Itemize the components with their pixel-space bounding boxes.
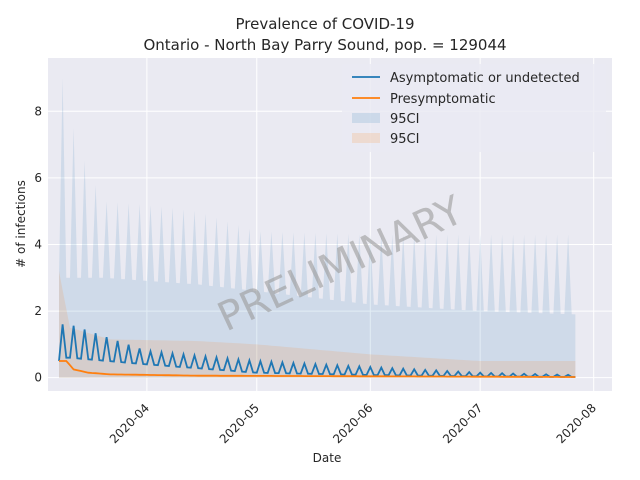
x-axis-label: Date — [313, 451, 342, 465]
chart-subtitle: Ontario - North Bay Parry Sound, pop. = … — [143, 36, 506, 54]
legend-patch-ci-orange — [352, 133, 380, 143]
series-lines — [58, 324, 576, 378]
x-tick-label-4: 2020-08 — [554, 401, 599, 446]
x-axis-ticks: 2020-04 2020-05 2020-06 2020-07 2020-08 — [107, 401, 599, 446]
legend-label-asymptomatic: Asymptomatic or undetected — [390, 71, 580, 86]
x-tick-label-0: 2020-04 — [107, 401, 152, 446]
legend-label-ci-orange: 95CI — [390, 132, 419, 147]
series-line-presymptomatic — [59, 360, 576, 378]
ci-band-asymptomatic — [59, 78, 576, 378]
series-line-asymptomatic — [58, 324, 576, 378]
confidence-bands — [59, 78, 576, 378]
y-tick-label-0: 0 — [34, 371, 42, 385]
y-axis-label: # of infections — [14, 180, 28, 268]
x-tick-label-2: 2020-06 — [330, 401, 375, 446]
legend-patch-ci-blue — [352, 113, 380, 123]
legend-label-presymptomatic: Presymptomatic — [390, 92, 496, 107]
y-axis-ticks: 0 2 4 6 8 — [34, 104, 42, 384]
chart-title: Prevalence of COVID-19 — [235, 15, 414, 33]
y-tick-label-3: 6 — [34, 171, 42, 185]
legend-frame — [342, 64, 606, 152]
legend-label-ci-blue: 95CI — [390, 112, 419, 127]
x-tick-label-1: 2020-05 — [217, 401, 262, 446]
x-tick-label-3: 2020-07 — [440, 401, 485, 446]
y-tick-label-4: 8 — [34, 104, 42, 118]
y-tick-label-1: 2 — [34, 304, 42, 318]
ci-band-presymptomatic — [59, 271, 576, 378]
y-tick-label-2: 4 — [34, 237, 42, 251]
legend: Asymptomatic or undetected Presymptomati… — [342, 64, 606, 152]
